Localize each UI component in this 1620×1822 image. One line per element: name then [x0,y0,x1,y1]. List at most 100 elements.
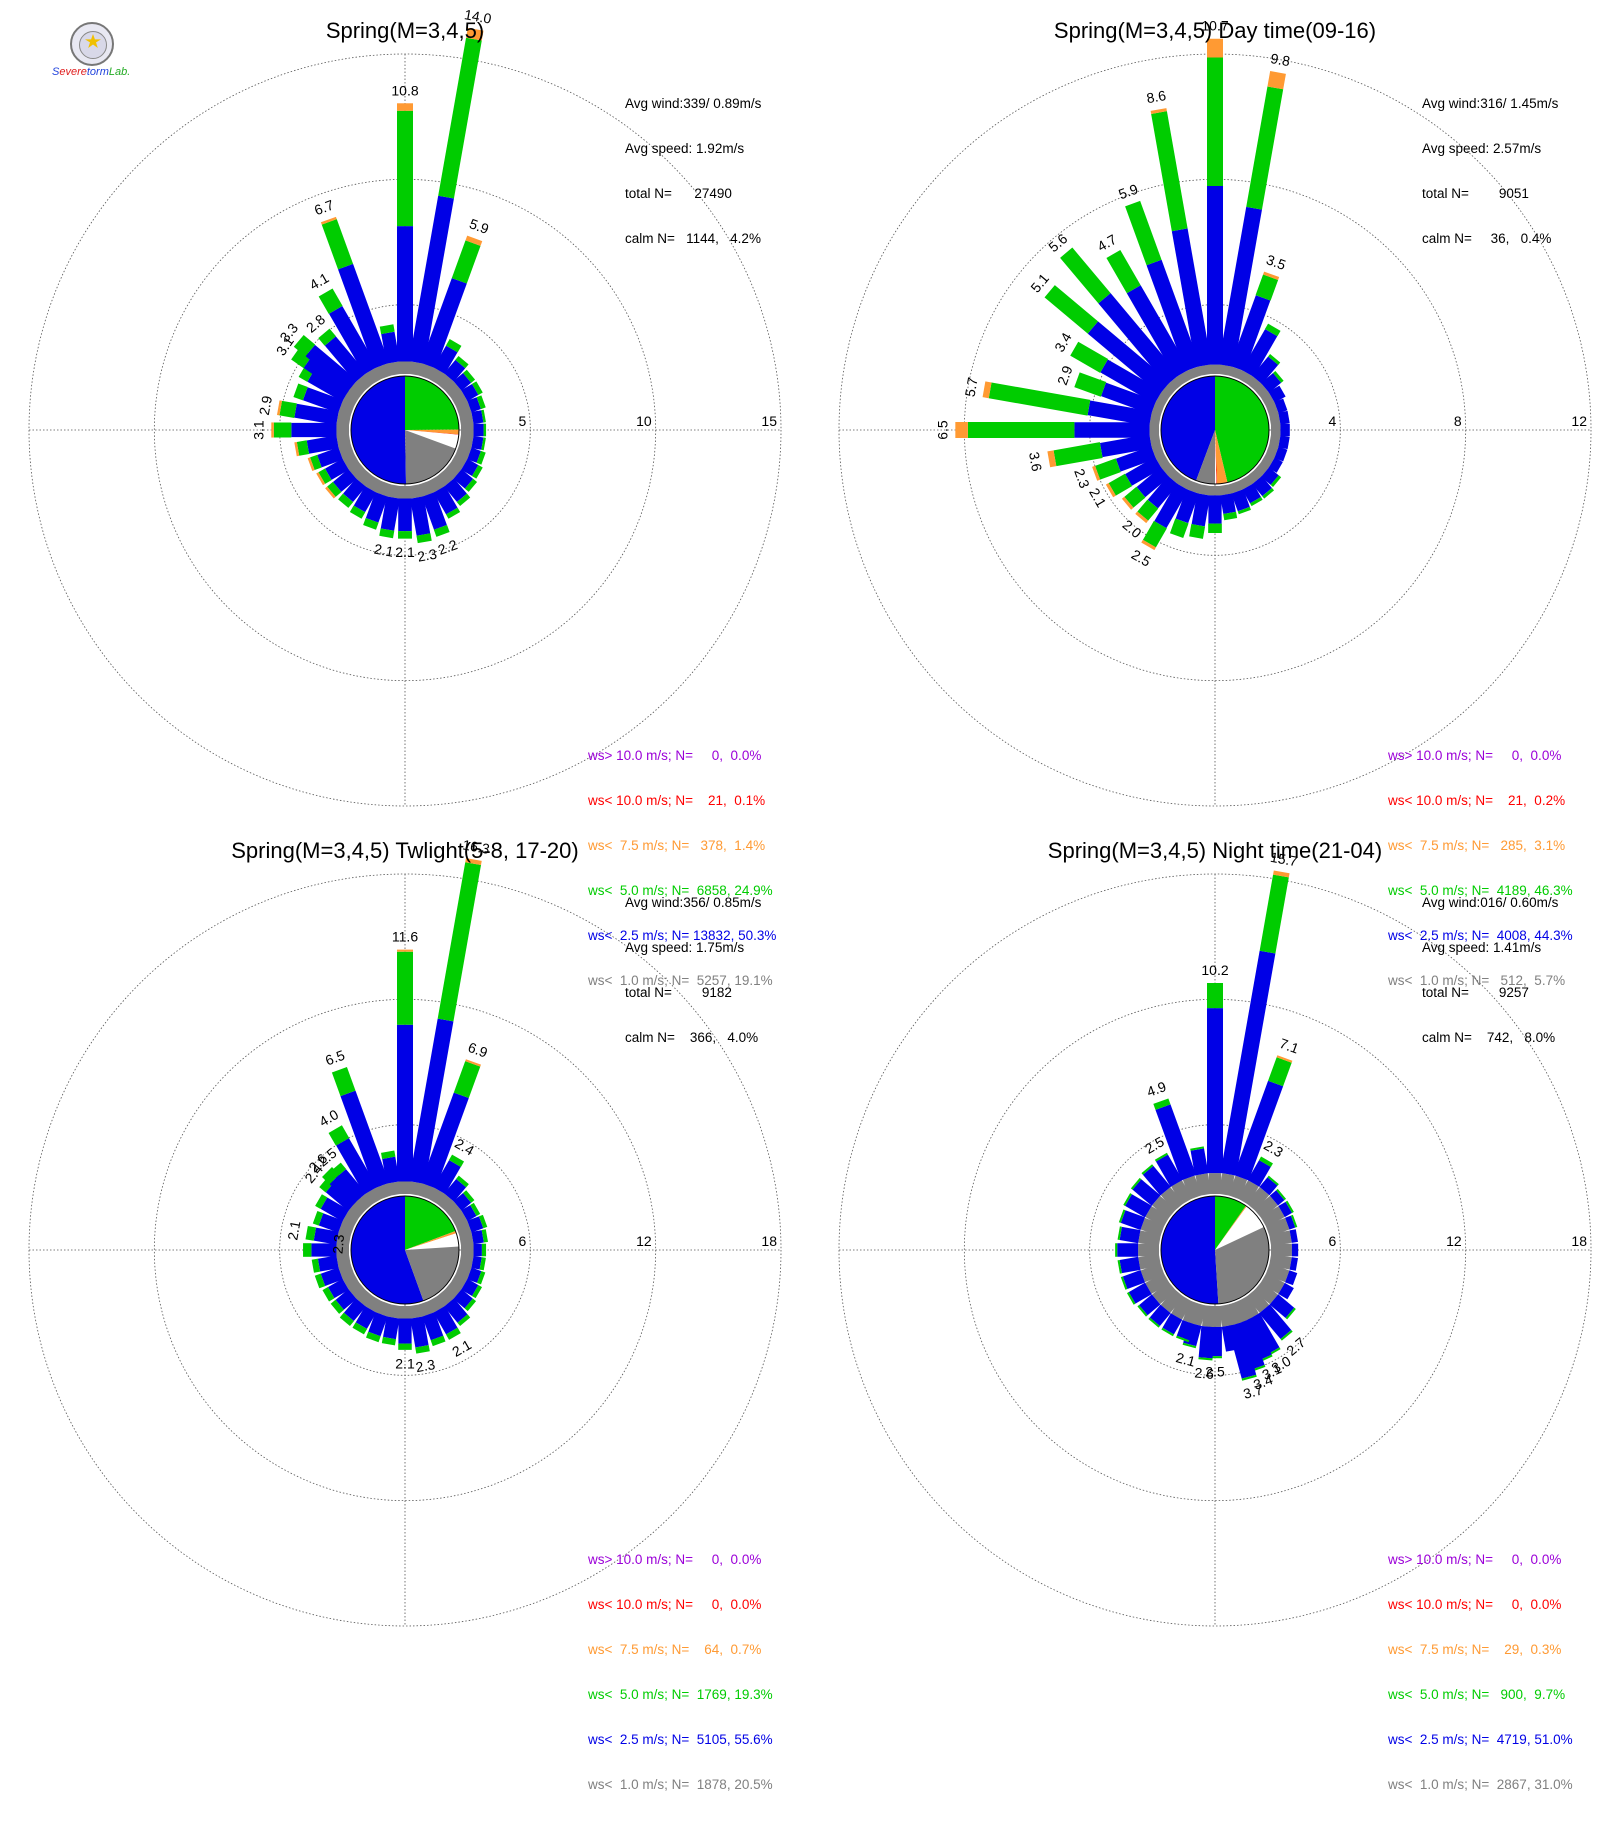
petal-segment [449,1302,462,1318]
petal-segment [1263,277,1271,298]
petal-segment [1271,274,1272,277]
petal-segment [341,449,353,453]
petal-segment [386,530,387,537]
bar-value-label: 6.9 [466,1039,490,1061]
petal-segment [452,1331,455,1336]
ring-label: 12 [1446,1233,1462,1249]
petal-segment [331,487,337,492]
petal-segment [1270,1237,1291,1241]
bar-value-label: 4.0 [316,1106,341,1130]
petal-segment [1143,504,1153,516]
bar-value-label: 5.9 [1116,181,1140,203]
panel-title: Spring(M=3,4,5) Twlight(5-8, 17-20) [0,838,810,864]
petal-segment [1243,478,1248,486]
petal-segment [1165,466,1172,472]
petal-segment [475,471,479,474]
petal-segment [1272,463,1280,468]
bar-value-label: 2.6 [1194,1364,1215,1382]
petal-segment [1127,1199,1129,1200]
stats-block: Avg wind:356/ 0.85m/s Avg speed: 1.75m/s… [625,865,761,1075]
petal-segment [1225,485,1227,494]
petal-segment [1225,1305,1229,1326]
petal-segment [1208,1306,1210,1327]
petal-segment [345,1317,349,1322]
petal-segment [460,1260,472,1262]
petal-segment [1230,513,1231,519]
petal-segment [472,442,482,444]
legend-entry: ws> 10.0 m/s; N= 0, 0.0% [588,1552,773,1567]
stat-avg-speed: Avg speed: 2.57m/s [1422,141,1558,156]
petal-segment [1287,1222,1293,1224]
petal-segment [448,1206,458,1214]
petal-segment [464,1284,475,1290]
petal-segment [310,464,312,465]
petal-segment [1129,492,1141,502]
petal-segment [371,1191,377,1202]
petal-segment [335,1129,342,1142]
petal-segment [1050,291,1093,327]
petal-segment [1112,480,1128,489]
petal-segment [371,371,377,382]
petal-segment [349,1302,361,1316]
petal-segment [452,342,456,349]
petal-segment [382,1186,386,1198]
petal-segment [393,485,395,497]
petal-segment [1153,1322,1154,1324]
petal-segment [1276,452,1285,455]
petal-segment [1228,1326,1232,1351]
petal-segment [424,1186,428,1198]
petal-segment [1249,1377,1250,1379]
bar-value-label: 2.7 [1283,1334,1308,1359]
petal-segment [313,1265,319,1266]
bar-value-label: 5.6 [1045,230,1070,255]
bar-value-label: 3.4 [1051,330,1075,355]
petal-segment [441,1198,449,1208]
petal-segment [1257,480,1267,492]
petal-segment [449,482,462,497]
bar-value-label: 2.1 [395,1355,415,1371]
petal-segment [1193,483,1196,492]
petal-segment [437,1338,439,1344]
petal-segment [1268,1224,1288,1231]
ring-label: 4 [1329,413,1337,429]
stat-calm-n: calm N= 1144, 4.2% [625,231,761,246]
petal-segment [338,1260,350,1262]
stats-block: Avg wind:316/ 1.45m/s Avg speed: 2.57m/s… [1422,66,1558,276]
petal-segment [472,416,482,418]
petal-segment [1158,397,1166,402]
petal-segment [469,453,478,456]
petal-segment [1110,489,1113,491]
petal-segment [1206,1327,1209,1358]
bar-value-label: 2.1 [395,544,415,560]
petal-segment [473,1208,477,1210]
petal-segment [371,1298,377,1309]
petal-segment [1189,1344,1190,1346]
bar-value-label: 2.5 [1129,546,1154,570]
stats-block: Avg wind:339/ 0.89m/s Avg speed: 1.92m/s… [625,66,761,276]
petal-segment [1291,1263,1297,1264]
bar-value-label: 2.5 [1142,1133,1167,1157]
petal-segment [388,1152,389,1158]
stat-calm-n: calm N= 36, 0.4% [1422,231,1558,246]
bar-value-label: 3.1 [250,420,266,440]
petal-segment [388,1338,389,1344]
petal-segment [469,1222,481,1226]
ring-label: 12 [636,1233,652,1249]
petal-segment [1204,366,1206,375]
petal-segment [1149,525,1160,544]
petal-segment [1123,1283,1125,1284]
petal-segment [322,474,329,478]
petal-segment [464,1211,473,1216]
petal-segment [1279,417,1288,419]
petal-segment [449,364,460,377]
petal-segment [457,1294,468,1303]
petal-segment [1258,388,1265,394]
petal-segment [479,401,484,403]
petal-segment [346,1278,357,1284]
legend-entry: ws< 5.0 m/s; N= 1769, 19.3% [588,1687,773,1702]
petal-segment [1243,373,1248,381]
petal-segment [1263,458,1271,463]
petal-segment [1258,466,1265,472]
petal-segment [1225,1174,1229,1195]
